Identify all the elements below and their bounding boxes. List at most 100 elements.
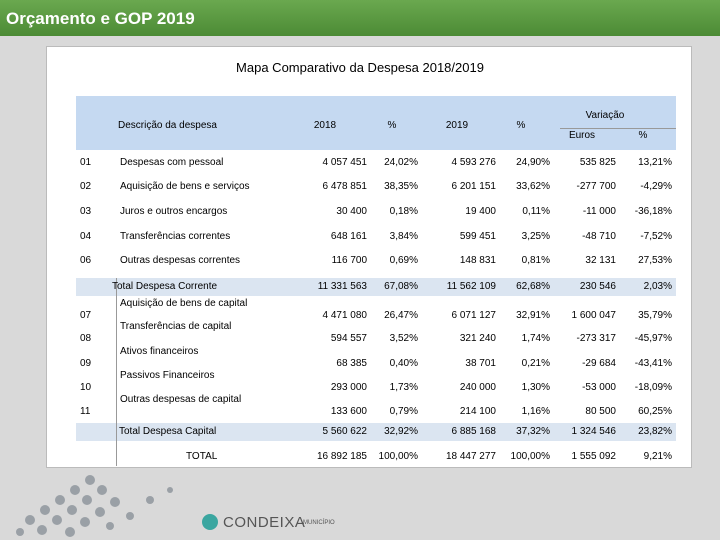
cell: 2,03% (643, 281, 672, 292)
cell: 1 324 546 (571, 426, 617, 437)
cell: 27,53% (638, 255, 672, 266)
cell: -48 710 (582, 231, 616, 242)
cell: -29 684 (582, 358, 616, 369)
row-code: 11 (80, 406, 91, 417)
row-label: Juros e outros encargos (120, 206, 228, 217)
cell: 6 071 127 (451, 310, 497, 321)
subtitle: Mapa Comparativo da Despesa 2018/2019 (236, 60, 484, 75)
cell: 6 478 851 (322, 181, 368, 192)
row-label: Total Despesa Corrente (112, 281, 218, 292)
cell: 4 057 451 (322, 157, 368, 168)
cell: 0,11% (522, 206, 550, 217)
cell: -36,18% (634, 206, 672, 217)
cell: 3,52% (389, 333, 418, 344)
cell: 68 385 (336, 358, 367, 369)
cell: -43,41% (634, 358, 672, 369)
cell: 293 000 (330, 382, 367, 393)
band-current (76, 278, 676, 296)
cell: 148 831 (459, 255, 496, 266)
cell: 535 825 (579, 157, 616, 168)
title-bar (0, 0, 720, 36)
row-label: Aquisição de bens e serviços (120, 181, 250, 192)
row-label: Passivos Financeiros (120, 370, 215, 381)
cell: 24,02% (384, 157, 418, 168)
cell: 11 562 109 (446, 281, 496, 292)
cell: 19 400 (465, 206, 496, 217)
cell: -277 700 (576, 181, 616, 192)
row-code: 07 (80, 310, 92, 321)
row-label: TOTAL (186, 451, 218, 462)
cell: 3,84% (389, 231, 418, 242)
logo-dots (16, 475, 218, 537)
row-label: Transferências de capital (120, 321, 232, 332)
cell: 4 471 080 (322, 310, 368, 321)
cell: 0,21% (521, 358, 550, 369)
cell: 100,00% (510, 451, 550, 462)
cell: 38,35% (384, 181, 418, 192)
cell: 133 600 (330, 406, 367, 417)
cell: -273 317 (576, 333, 616, 344)
cell: 33,62% (516, 181, 550, 192)
cell: -53 000 (582, 382, 616, 393)
cell: 32,92% (384, 426, 418, 437)
row-code: 06 (80, 255, 92, 266)
row-code: 04 (80, 231, 92, 242)
cell: 240 000 (459, 382, 496, 393)
cell: 648 161 (330, 231, 367, 242)
row-label: Transferências correntes (120, 231, 231, 242)
cell: 26,47% (384, 310, 418, 321)
row-code: 08 (80, 333, 92, 344)
cell: 37,32% (516, 426, 550, 437)
logo-subtitle: MUNICÍPIO (303, 520, 335, 526)
cell: 594 557 (330, 333, 367, 344)
cell: 0,79% (389, 406, 418, 417)
cell: -7,52% (640, 231, 672, 242)
row-label: Ativos financeiros (120, 346, 199, 357)
cell: 6 201 151 (451, 181, 497, 192)
col-header: Euros (568, 130, 596, 141)
cell: 1 600 047 (571, 310, 617, 321)
column-divider (116, 278, 117, 466)
logo-name: CONDEIXA (223, 514, 306, 531)
cell: 5 560 622 (322, 426, 368, 437)
cell: 116 700 (331, 255, 367, 266)
cell: 1,30% (521, 382, 550, 393)
header-divider (560, 128, 676, 129)
row-label: Outras despesas correntes (120, 255, 241, 266)
cell: 321 240 (459, 333, 496, 344)
cell: -4,29% (640, 181, 672, 192)
row-code: 01 (80, 157, 92, 168)
cell: 1,73% (389, 382, 418, 393)
cell: 6 885 168 (451, 426, 497, 437)
cell: 599 451 (459, 231, 496, 242)
col-header: % (638, 130, 648, 141)
cell: 16 892 185 (316, 451, 367, 462)
slide-title: Orçamento e GOP 2019 (6, 9, 195, 28)
cell: 32,91% (516, 310, 550, 321)
cell: -11 000 (582, 206, 616, 217)
cell: -45,97% (634, 333, 672, 344)
band-capital (76, 423, 676, 441)
row-label: Despesas com pessoal (120, 157, 224, 168)
cell: 4 593 276 (451, 157, 497, 168)
row-label: Aquisição de bens de capital (120, 298, 248, 309)
cell: 13,21% (638, 157, 672, 168)
cell: 100,00% (378, 451, 418, 462)
cell: 214 100 (459, 406, 496, 417)
cell: 3,25% (521, 231, 550, 242)
cell: 1,16% (521, 406, 550, 417)
row-code: 03 (80, 206, 92, 217)
cell: 1,74% (521, 333, 550, 344)
col-header: 2018 (313, 120, 337, 131)
cell: 0,81% (521, 255, 550, 266)
cell: 24,90% (516, 157, 550, 168)
col-header: Descrição da despesa (118, 120, 217, 131)
col-header: % (387, 120, 397, 131)
cell: 67,08% (384, 281, 418, 292)
col-header: 2019 (445, 120, 469, 131)
cell: 0,40% (389, 358, 418, 369)
row-code: 10 (80, 382, 92, 393)
cell: 9,21% (643, 451, 672, 462)
cell: 60,25% (638, 406, 672, 417)
